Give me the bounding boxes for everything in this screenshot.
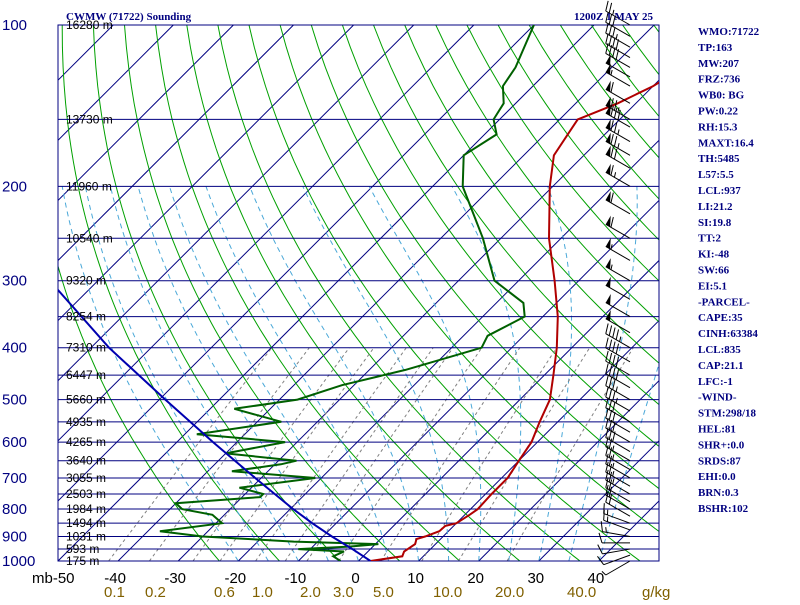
index-item: LFC:-1 bbox=[698, 376, 733, 388]
mixing-ratio-tick-label: 0.2 bbox=[145, 584, 166, 600]
pressure-tick-label: 800 bbox=[2, 501, 27, 518]
height-label: 10540 m bbox=[66, 231, 113, 245]
index-item: BRN:0.3 bbox=[698, 487, 739, 499]
mixing-ratio-tick-label: 5.0 bbox=[373, 584, 394, 600]
index-item: TT:2 bbox=[698, 233, 722, 245]
pressure-tick-label: 500 bbox=[2, 392, 27, 409]
index-item: CAP:21.1 bbox=[698, 360, 744, 372]
index-item: SHR+:0.0 bbox=[698, 439, 745, 451]
index-item: LCL:937 bbox=[698, 185, 741, 197]
index-item: BSHR:102 bbox=[698, 503, 749, 515]
pressure-tick-label: 100 bbox=[2, 17, 27, 34]
pressure-tick-label: 400 bbox=[2, 340, 27, 357]
mixing-ratio-tick-label: 40.0 bbox=[567, 584, 596, 600]
index-item: LI:21.2 bbox=[698, 201, 733, 213]
index-item: MAXT:16.4 bbox=[698, 137, 754, 149]
index-item: -PARCEL- bbox=[698, 296, 750, 308]
pressure-tick-label: 1000 bbox=[2, 553, 35, 570]
index-item: CAPE:35 bbox=[698, 312, 743, 324]
mixing-ratio-tick-label: 0.1 bbox=[104, 584, 125, 600]
pressure-tick-label: 300 bbox=[2, 273, 27, 290]
index-item: WMO:71722 bbox=[698, 26, 760, 38]
index-item: L57:5.5 bbox=[698, 169, 734, 181]
mixing-ratio-tick-label: g/kg bbox=[642, 584, 670, 600]
index-item: SRDS:87 bbox=[698, 455, 741, 467]
chart-datetime: 1200Z 1 MAY 25 bbox=[574, 11, 653, 23]
height-label: 11960 m bbox=[66, 179, 112, 193]
index-item: TH:5485 bbox=[698, 153, 740, 165]
height-label: 7310 m bbox=[66, 341, 106, 355]
height-label: 8254 m bbox=[66, 310, 106, 324]
height-label: 6447 m bbox=[66, 368, 106, 382]
index-item: PW:0.22 bbox=[698, 106, 739, 118]
index-item: SW:66 bbox=[698, 265, 730, 277]
height-label: 4935 m bbox=[66, 415, 106, 429]
index-item: FRZ:736 bbox=[698, 74, 741, 86]
pressure-tick-label: 600 bbox=[2, 434, 27, 451]
index-item: LCL:835 bbox=[698, 344, 741, 356]
index-item: STM:298/18 bbox=[698, 408, 757, 420]
index-item: EHI:0.0 bbox=[698, 471, 736, 483]
index-item: EI:5.1 bbox=[698, 280, 727, 292]
chart-title: CWMW (71722) Sounding bbox=[66, 11, 192, 23]
index-item: -WIND- bbox=[698, 392, 737, 404]
mixing-ratio-tick-label: 1.0 bbox=[252, 584, 273, 600]
height-label: 1494 m bbox=[66, 516, 106, 530]
index-item: CINH:63384 bbox=[698, 328, 758, 340]
mixing-ratio-tick-label: 2.0 bbox=[300, 584, 321, 600]
index-item: HEL:81 bbox=[698, 424, 736, 436]
index-item: WB0: BG bbox=[698, 90, 745, 102]
temperature-tick-label: mb-50 bbox=[32, 570, 75, 587]
height-label: 1984 m bbox=[66, 502, 106, 516]
height-label: 175 m bbox=[66, 554, 99, 568]
temperature-tick-label: 10 bbox=[407, 570, 424, 587]
index-item: KI:-48 bbox=[698, 249, 730, 261]
mixing-ratio-tick-label: 0.6 bbox=[214, 584, 235, 600]
pressure-tick-label: 700 bbox=[2, 470, 27, 487]
pressure-tick-label: 200 bbox=[2, 178, 27, 195]
index-item: SI:19.8 bbox=[698, 217, 732, 229]
mixing-ratio-tick-label: 3.0 bbox=[333, 584, 354, 600]
height-label: 5660 m bbox=[66, 393, 106, 407]
wind-barb-half-flag bbox=[606, 527, 607, 532]
height-label: 13730 m bbox=[66, 112, 113, 126]
temperature-tick-label: 20 bbox=[467, 570, 484, 587]
height-label: 2503 m bbox=[66, 487, 106, 501]
mixing-ratio-tick-label: 10.0 bbox=[433, 584, 462, 600]
wind-barb-flag bbox=[604, 503, 605, 513]
mixing-ratio-tick-label: 20.0 bbox=[495, 584, 524, 600]
height-label: 3640 m bbox=[66, 454, 106, 468]
temperature-tick-label: -30 bbox=[164, 570, 186, 587]
height-label: 4265 m bbox=[66, 435, 106, 449]
temperature-tick-label: 30 bbox=[527, 570, 544, 587]
height-label: 9320 m bbox=[66, 274, 106, 288]
index-item: MW:207 bbox=[698, 58, 739, 70]
height-label: 3055 m bbox=[66, 471, 106, 485]
index-item: RH:15.3 bbox=[698, 121, 738, 133]
pressure-tick-label: 900 bbox=[2, 528, 27, 545]
index-item: TP:163 bbox=[698, 42, 733, 54]
